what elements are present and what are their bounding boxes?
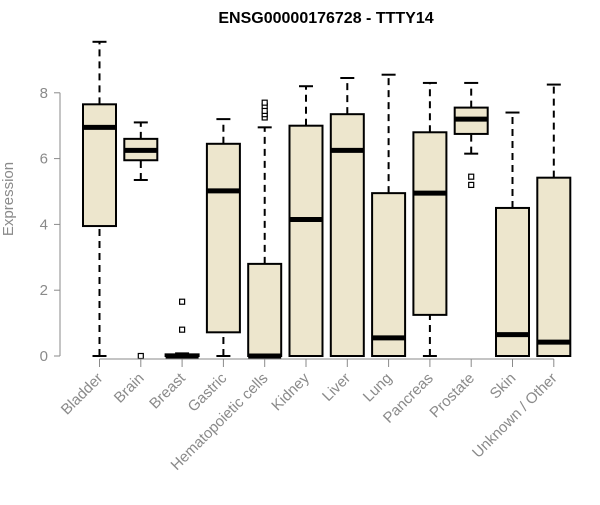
- box-body: [372, 193, 405, 356]
- box-unknown-other: [537, 85, 570, 356]
- y-tick-label: 6: [40, 151, 48, 168]
- outlier-point: [138, 354, 143, 359]
- box-body: [248, 264, 281, 356]
- x-tick-label: Breast: [146, 369, 189, 412]
- box-brain: [124, 122, 157, 358]
- box-body: [413, 132, 446, 315]
- y-axis-label: Expression: [0, 162, 17, 236]
- box-skin: [496, 113, 529, 356]
- box-kidney: [290, 86, 323, 356]
- box-pancreas: [413, 83, 446, 356]
- outlier-point: [469, 174, 474, 179]
- y-tick-label: 2: [40, 282, 48, 299]
- y-tick-label: 0: [40, 348, 48, 365]
- box-gastric: [207, 119, 240, 356]
- x-tick-label: Lung: [360, 370, 396, 406]
- outlier-point: [180, 299, 185, 304]
- x-tick-label: Prostate: [426, 370, 478, 422]
- box-hematopoietic-cells: [248, 100, 281, 356]
- outlier-point: [262, 108, 267, 113]
- y-tick-label: 8: [40, 85, 48, 102]
- x-tick-label: Bladder: [58, 370, 107, 419]
- box-body: [83, 104, 116, 226]
- y-tick-label: 4: [40, 216, 48, 233]
- box-breast: [166, 299, 199, 356]
- outlier-point: [180, 327, 185, 332]
- outlier-point: [469, 182, 474, 187]
- boxes-group: [83, 42, 570, 359]
- x-tick-label: Liver: [319, 370, 354, 405]
- x-tick-label: Skin: [487, 370, 520, 403]
- x-tick-label: Kidney: [268, 369, 313, 414]
- outlier-point: [262, 100, 267, 105]
- box-body: [537, 178, 570, 356]
- chart-title: ENSG00000176728 - TTTY14: [218, 10, 433, 27]
- y-axis: 0 2 4 6 8: [40, 85, 60, 365]
- box-liver: [331, 78, 364, 356]
- box-bladder: [83, 42, 116, 356]
- box-prostate: [455, 83, 488, 187]
- box-body: [207, 144, 240, 333]
- x-tick-label: Brain: [111, 370, 148, 407]
- box-body: [290, 126, 323, 356]
- box-lung: [372, 75, 405, 356]
